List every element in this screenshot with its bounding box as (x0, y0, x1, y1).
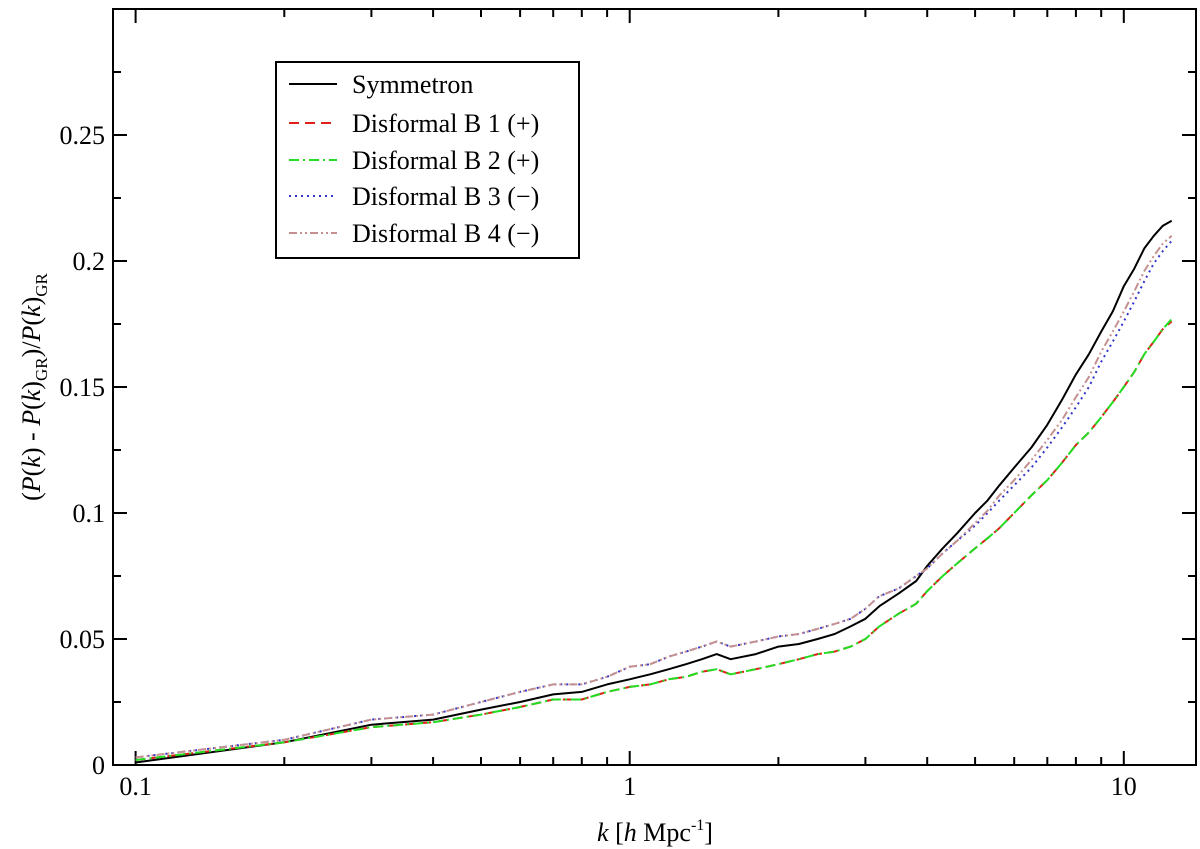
legend-label-disformal-b4: Disformal B 4 (−) (352, 219, 539, 248)
y-axis-title: (P(k) - P(k)GR)/P(k)GR (17, 272, 51, 500)
tick-labels: 0.1 1 10 0 0.05 0.1 0.15 0.2 0.25 (60, 121, 1137, 801)
legend-label-disformal-b3: Disformal B 3 (−) (352, 182, 539, 211)
series-line-3 (135, 318, 1173, 761)
legend-item-disformal-b1: Disformal B 1 (+) (289, 109, 539, 138)
series-line-5 (135, 235, 1173, 759)
series-line-4 (135, 240, 1173, 759)
y-tick-label: 0.15 (60, 373, 106, 402)
legend-label-disformal-b1: Disformal B 1 (+) (352, 109, 539, 138)
y-tick-label: 0.25 (60, 121, 106, 150)
legend: Symmetron Disformal B 1 (+) Disformal B … (275, 61, 580, 259)
y-tick-label: 0.05 (60, 625, 106, 654)
x-tick-label: 1 (623, 772, 636, 801)
y-tick-label: 0.2 (73, 247, 106, 276)
legend-item-symmetron: Symmetron (289, 70, 473, 99)
x-tick-label: 0.1 (119, 772, 152, 801)
y-tick-label: 0.1 (73, 499, 106, 528)
y-tick-label: 0 (92, 751, 105, 780)
legend-label-disformal-b2: Disformal B 2 (+) (352, 146, 539, 175)
legend-item-disformal-b4: Disformal B 4 (−) (289, 219, 539, 248)
x-tick-label: 10 (1111, 772, 1137, 801)
legend-box (275, 61, 580, 259)
plot-frame (112, 8, 1197, 766)
tick-marks (112, 8, 1196, 766)
series-lines (135, 219, 1173, 764)
series-line-1 (135, 219, 1173, 764)
series-line-2 (135, 320, 1173, 761)
x-axis-title: k [h Mpc-1] (597, 817, 713, 847)
legend-item-disformal-b3: Disformal B 3 (−) (289, 182, 539, 211)
legend-label-symmetron: Symmetron (352, 70, 473, 99)
legend-item-disformal-b2: Disformal B 2 (+) (289, 146, 539, 175)
